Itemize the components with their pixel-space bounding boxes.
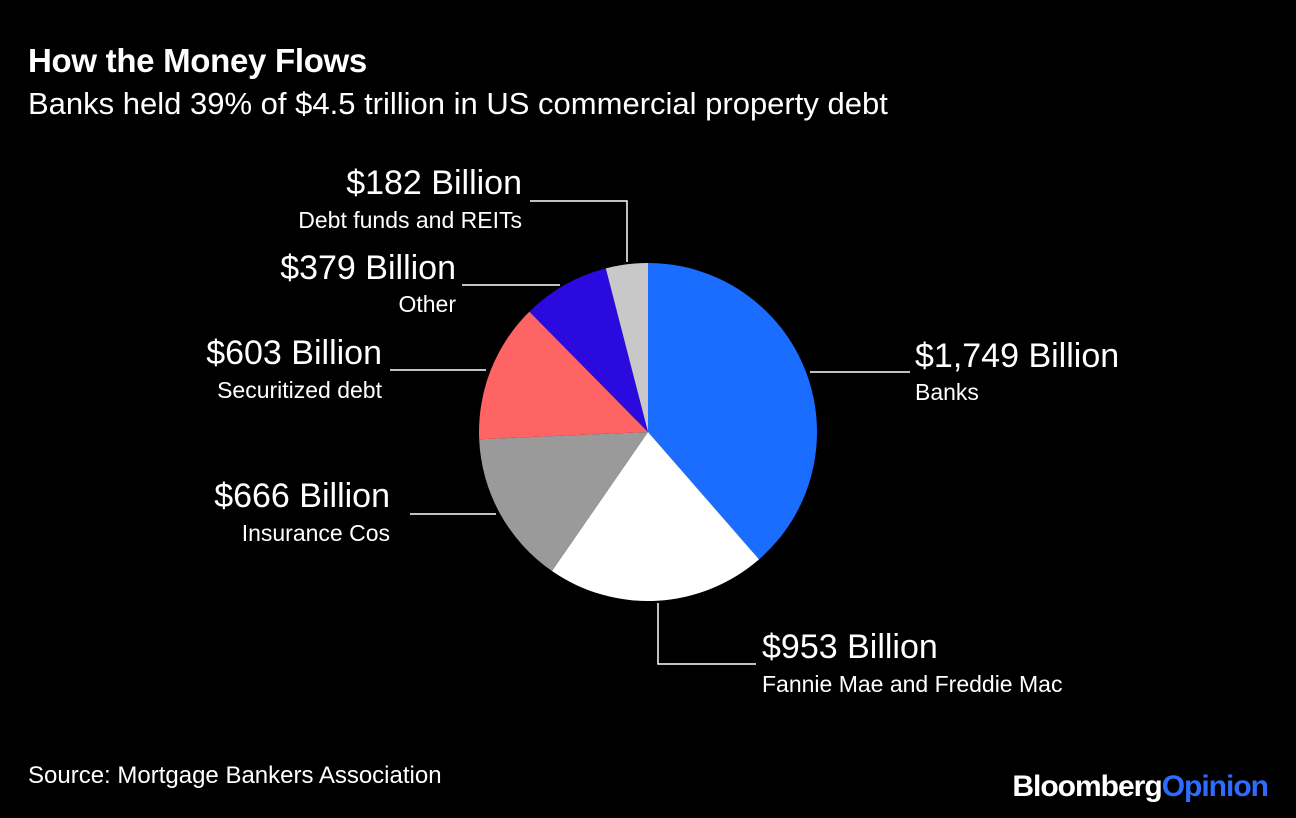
pie-slice-securitized (479, 311, 648, 440)
slice-value-label-other: $379 Billion (280, 249, 456, 287)
pie-slice-banks (648, 263, 817, 560)
brand-bloomberg: Bloomberg (1012, 770, 1162, 803)
chart-title: How the Money Flows (28, 42, 367, 79)
slice-name-label-securitized: Securitized debt (217, 377, 383, 403)
slice-name-label-banks: Banks (915, 379, 979, 405)
leader-line-gse (657, 603, 756, 665)
slice-value-label-gse: $953 Billion (762, 628, 938, 666)
slice-value-label-insurance: $666 Billion (214, 477, 390, 515)
brand-opinion: Opinion (1161, 770, 1269, 803)
leader-lines (390, 200, 910, 665)
slice-value-label-banks: $1,749 Billion (915, 337, 1119, 375)
slice-name-label-debt-funds: Debt funds and REITs (298, 207, 522, 233)
pie-slice-debt-funds (605, 263, 648, 432)
pie-slice-gse (551, 432, 760, 601)
slice-value-label-securitized: $603 Billion (206, 334, 382, 372)
slice-name-label-insurance: Insurance Cos (242, 520, 390, 546)
pie-slice-other (529, 268, 648, 432)
pie-slice-insurance (479, 432, 648, 572)
slice-value-label-debt-funds: $182 Billion (346, 164, 522, 202)
leader-line-debt-funds (530, 200, 628, 262)
slice-name-label-other: Other (398, 291, 456, 317)
source-note: Source: Mortgage Bankers Association (28, 762, 442, 789)
bloomberg-opinion-logo: BloombergOpinion (1012, 770, 1269, 804)
slice-name-label-gse: Fannie Mae and Freddie Mac (762, 671, 1062, 697)
chart-subtitle: Banks held 39% of $4.5 trillion in US co… (28, 86, 888, 121)
pie-slices (479, 263, 817, 601)
